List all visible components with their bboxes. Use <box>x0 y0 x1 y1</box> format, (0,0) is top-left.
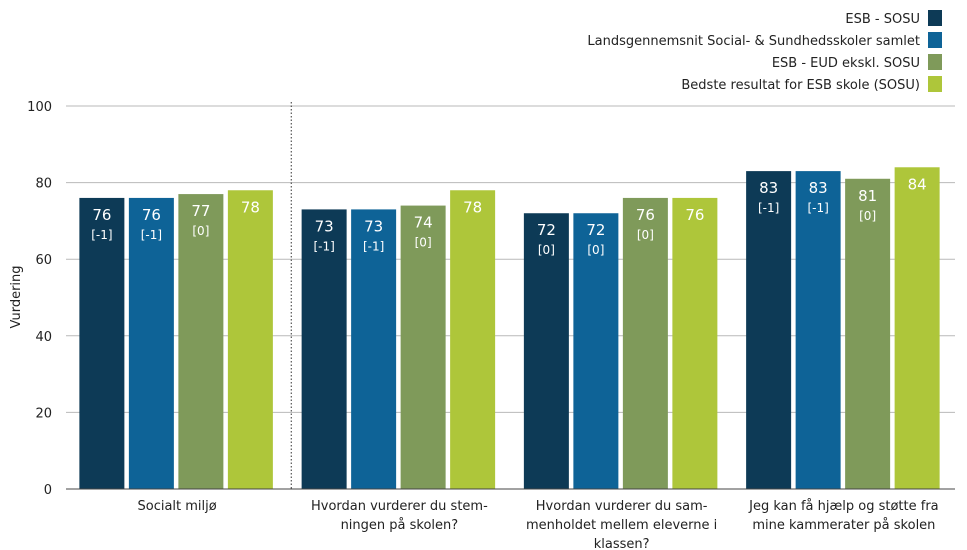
y-tick-label: 100 <box>27 100 52 115</box>
bar-value-label: 73 <box>315 217 334 235</box>
chart-bars: 76 [-1] 76 [-1] 77 [0] 78 73 [-1] 73 [-1] 74 [0] 78 72… <box>79 167 940 490</box>
bar-value-label: 76 <box>142 206 161 224</box>
bar <box>301 209 347 489</box>
bar-value-label: 83 <box>809 179 828 197</box>
legend-label: Bedste resultat for ESB skole (SOSU) <box>681 78 920 93</box>
y-axis-title: Vurdering <box>9 265 24 328</box>
bar-value-label: 83 <box>759 179 778 197</box>
y-tick-label: 60 <box>35 253 52 268</box>
chart-legend: ESB - SOSU Landsgennemsnit Social- & Sund… <box>587 10 942 93</box>
bar-delta-label: [-1] <box>313 239 334 253</box>
x-category-label: menholdet mellem eleverne i <box>526 518 717 533</box>
bar-value-label: 78 <box>241 198 260 216</box>
bar <box>894 167 940 489</box>
x-category-label: klassen? <box>594 537 650 550</box>
bar-value-label: 77 <box>191 202 210 220</box>
bar <box>622 197 668 490</box>
x-category-label: Hvordan vurderer du stem- <box>311 499 488 514</box>
bar-value-label: 81 <box>858 187 877 205</box>
bar <box>746 171 792 490</box>
bar-delta-label: [-1] <box>758 201 779 215</box>
x-axis: Socialt miljø Hvordan vurderer du stem-ni… <box>66 488 955 550</box>
x-category-label: Hvordan vurderer du sam- <box>536 499 708 514</box>
bar <box>795 171 841 490</box>
bar-value-label: 76 <box>685 206 704 224</box>
bar <box>672 197 718 490</box>
legend-swatch <box>928 76 942 92</box>
bar-value-label: 84 <box>908 175 927 193</box>
bar-value-label: 74 <box>414 214 433 232</box>
bar-delta-label: [0] <box>587 243 604 257</box>
y-tick-label: 40 <box>35 330 52 345</box>
x-category-label: ningen på skolen? <box>341 518 459 533</box>
bar-delta-label: [-1] <box>91 228 112 242</box>
bar <box>573 213 619 490</box>
bar-delta-label: [0] <box>538 243 555 257</box>
bar-delta-label: [0] <box>192 224 209 238</box>
legend-swatch <box>928 32 942 48</box>
y-tick-label: 80 <box>35 177 52 192</box>
legend-label: ESB - SOSU <box>845 12 920 27</box>
bar-delta-label: [0] <box>415 236 432 250</box>
bar <box>178 194 224 489</box>
bar-delta-label: [-1] <box>807 201 828 215</box>
x-category-label: Jeg kan få hjælp og støtte fra <box>748 499 939 514</box>
bar-value-label: 76 <box>92 206 111 224</box>
bar <box>400 205 446 489</box>
bar <box>351 209 397 489</box>
x-category-label: Socialt miljø <box>138 499 217 514</box>
bar-delta-label: [0] <box>859 209 876 223</box>
legend-label: Landsgennemsnit Social- & Sundhedsskoler… <box>587 34 920 49</box>
bar-delta-label: [0] <box>637 228 654 242</box>
bar <box>227 190 273 489</box>
bar-value-label: 78 <box>463 198 482 216</box>
bar <box>128 197 174 490</box>
y-tick-label: 0 <box>44 483 52 498</box>
legend-swatch <box>928 54 942 70</box>
legend-swatch <box>928 10 942 26</box>
bar-delta-label: [-1] <box>141 228 162 242</box>
bar-value-label: 72 <box>586 221 605 239</box>
bar-value-label: 76 <box>636 206 655 224</box>
x-category-label: mine kammerater på skolen <box>752 518 935 533</box>
bar <box>845 178 891 489</box>
legend-label: ESB - EUD ekskl. SOSU <box>772 56 920 71</box>
bar-value-label: 72 <box>537 221 556 239</box>
y-axis: 0 20 40 60 80 100 <box>27 100 52 498</box>
bar <box>450 190 496 489</box>
bar <box>79 197 125 490</box>
bar-delta-label: [-1] <box>363 239 384 253</box>
y-tick-label: 20 <box>35 406 52 421</box>
bar-value-label: 73 <box>364 217 383 235</box>
bar <box>523 213 569 490</box>
